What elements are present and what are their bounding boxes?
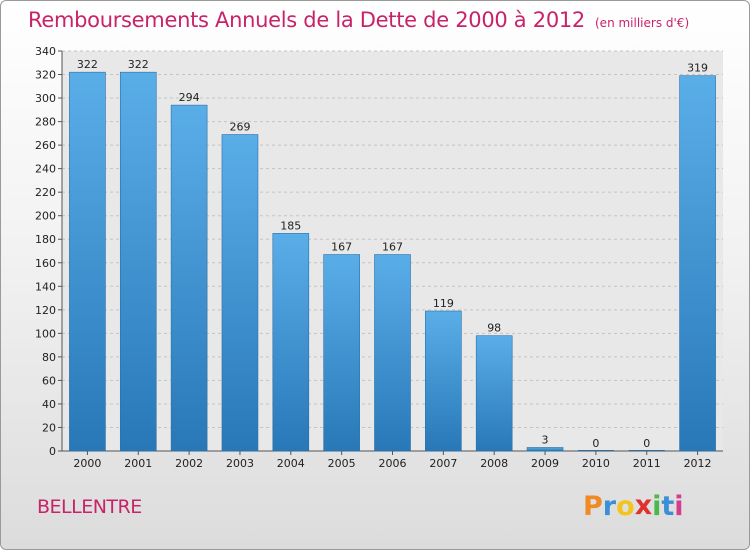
- bar-2004: [272, 233, 310, 452]
- bar-2002: [170, 104, 208, 452]
- bar-2010: [577, 450, 614, 451]
- bar-2006: [374, 254, 411, 452]
- y-tick-label: 180: [35, 233, 56, 246]
- y-tick-label: 240: [35, 163, 56, 176]
- x-tick-label-2005: 2005: [328, 457, 356, 470]
- x-tick-label-2009: 2009: [531, 457, 559, 470]
- bar-2003: [221, 134, 259, 452]
- y-tick-label: 60: [42, 374, 56, 387]
- logo-letter: t: [661, 491, 675, 522]
- logo-letter: x: [634, 490, 653, 521]
- data-label-2011: 0: [643, 437, 650, 450]
- y-tick-label: 0: [49, 445, 56, 458]
- logo-letter: i: [674, 491, 684, 522]
- chart-title-text: Remboursements Annuels de la Dette de 20…: [28, 8, 585, 32]
- y-tick-label: 200: [35, 210, 56, 223]
- chart-unit-note: (en milliers d'€): [595, 16, 690, 30]
- data-label-2004: 185: [280, 219, 301, 232]
- data-label-2000: 322: [77, 58, 98, 71]
- y-tick-label: 140: [35, 280, 56, 293]
- data-label-2010: 0: [592, 437, 599, 450]
- commune-name: BELLENTRE: [37, 496, 142, 518]
- y-tick-label: 20: [42, 421, 56, 434]
- x-tick-label-2006: 2006: [379, 457, 407, 470]
- y-tick-label: 100: [35, 327, 56, 340]
- chart-title: Remboursements Annuels de la Dette de 20…: [28, 8, 689, 32]
- bar-2005: [323, 254, 360, 452]
- bar-2009: [526, 447, 564, 452]
- data-label-2012: 319: [687, 62, 708, 75]
- logo-letter: i: [652, 491, 662, 522]
- y-tick-label: 340: [35, 45, 56, 58]
- x-tick-label-2011: 2011: [633, 457, 661, 470]
- x-tick-label-2001: 2001: [124, 457, 152, 470]
- y-tick-label: 220: [35, 186, 56, 199]
- bar-2001: [119, 71, 157, 452]
- y-tick-label: 40: [42, 398, 56, 411]
- logo-letter: r: [602, 491, 617, 522]
- data-label-2001: 322: [128, 58, 149, 71]
- proxiti-logo: Proxiti: [583, 490, 684, 522]
- x-tick-label-2004: 2004: [277, 457, 305, 470]
- data-label-2009: 3: [542, 433, 549, 446]
- bar-2007: [425, 310, 462, 452]
- logo-letter: o: [616, 491, 635, 522]
- data-label-2008: 98: [487, 322, 501, 335]
- x-tick-label-2012: 2012: [684, 457, 712, 470]
- logo-letter: P: [583, 491, 603, 522]
- data-label-2006: 167: [382, 241, 403, 254]
- x-tick-label-2000: 2000: [73, 457, 101, 470]
- x-tick-label-2002: 2002: [175, 457, 203, 470]
- data-label-2007: 119: [433, 297, 454, 310]
- x-tick-label-2003: 2003: [226, 457, 254, 470]
- x-tick-label-2008: 2008: [480, 457, 508, 470]
- y-tick-label: 320: [35, 69, 56, 82]
- y-tick-label: 80: [42, 351, 56, 364]
- y-tick-label: 300: [35, 92, 56, 105]
- y-tick-label: 120: [35, 304, 56, 317]
- x-tick-label-2010: 2010: [582, 457, 610, 470]
- y-tick-label: 260: [35, 139, 56, 152]
- bar-2000: [69, 71, 106, 452]
- x-tick-label-2007: 2007: [429, 457, 457, 470]
- data-label-2003: 269: [229, 121, 250, 134]
- bar-2008: [475, 335, 513, 452]
- bar-2012: [679, 75, 716, 452]
- bar-2011: [628, 450, 665, 451]
- y-tick-label: 160: [35, 257, 56, 270]
- data-label-2002: 294: [179, 91, 200, 104]
- y-tick-label: 280: [35, 116, 56, 129]
- data-label-2005: 167: [331, 241, 352, 254]
